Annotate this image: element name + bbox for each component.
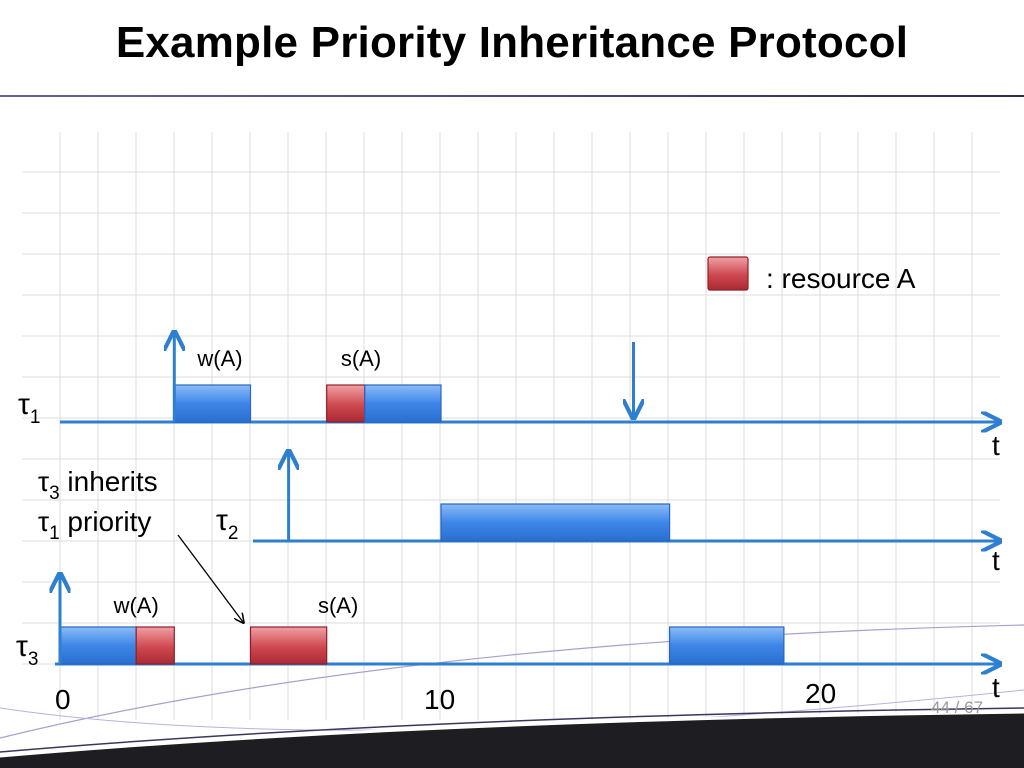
task-subscript: 2 — [228, 523, 239, 544]
note-symbol-2: τ — [38, 506, 49, 537]
page-total: 67 — [964, 698, 983, 717]
legend: : resource A — [707, 256, 916, 294]
task-symbol: τ — [18, 388, 30, 421]
note-symbol-1: τ — [38, 466, 49, 497]
note-sub-2: 1 — [49, 523, 60, 544]
footer-swoosh — [0, 624, 1024, 768]
tick-0: 0 — [55, 684, 71, 715]
note-sub-1: 3 — [49, 483, 60, 504]
legend-swatch-resource — [707, 256, 749, 291]
execution-block-tau3 — [668, 626, 785, 665]
axis-label-t-tau3: t — [992, 672, 1000, 703]
note-text-2: priority — [67, 506, 151, 537]
tick-20: 20 — [805, 678, 836, 709]
note-text-1: inherits — [67, 466, 157, 497]
annotation-tau3: w(A) — [113, 593, 159, 618]
title-divider — [0, 95, 1024, 97]
task-subscript: 3 — [28, 649, 39, 670]
task-label-tau2: τ2 — [216, 504, 238, 544]
execution-block-tau3 — [59, 626, 137, 665]
inheritance-note: τ3 inherits τ1 priority — [38, 466, 243, 622]
resource-block-tau3 — [249, 626, 328, 665]
svg-text:τ3 inherits: τ3 inherits — [38, 466, 158, 504]
page-separator: / — [955, 698, 960, 717]
timeline-tau1: w(A) s(A) τ1 t — [18, 334, 1000, 461]
legend-label: : resource A — [766, 263, 916, 294]
svg-text:τ1 priority: τ1 priority — [38, 506, 151, 544]
task-label-tau3: τ3 — [16, 630, 38, 670]
execution-block-tau2 — [440, 503, 671, 542]
resource-block-tau3 — [135, 626, 175, 665]
page-number: 44 / 67 — [931, 698, 983, 717]
execution-block-tau1 — [364, 384, 442, 423]
svg-text:44 / 67: 44 / 67 — [931, 698, 983, 717]
page-current: 44 — [931, 698, 950, 717]
resource-block-tau1 — [326, 384, 366, 423]
task-label-tau1: τ1 — [18, 388, 40, 428]
slide-title: Example Priority Inheritance Protocol — [115, 18, 909, 67]
timeline-tau2: τ2 t — [216, 453, 1000, 576]
task-symbol: τ — [16, 630, 28, 663]
timeline-tau3: w(A) s(A) τ3 t — [16, 576, 1000, 703]
time-ticks: 0 10 20 — [55, 678, 836, 715]
annotation-tau1: w(A) — [196, 346, 242, 371]
note-pointer-arrow — [177, 534, 243, 622]
axis-label-t-tau2: t — [992, 545, 1000, 576]
task-symbol: τ — [216, 504, 228, 537]
annotation-tau3: s(A) — [318, 593, 358, 618]
axis-label-t-tau1: t — [992, 430, 1000, 461]
annotation-tau1: s(A) — [341, 346, 381, 371]
tick-10: 10 — [424, 684, 455, 715]
task-subscript: 1 — [30, 407, 41, 428]
execution-block-tau1 — [173, 384, 252, 423]
